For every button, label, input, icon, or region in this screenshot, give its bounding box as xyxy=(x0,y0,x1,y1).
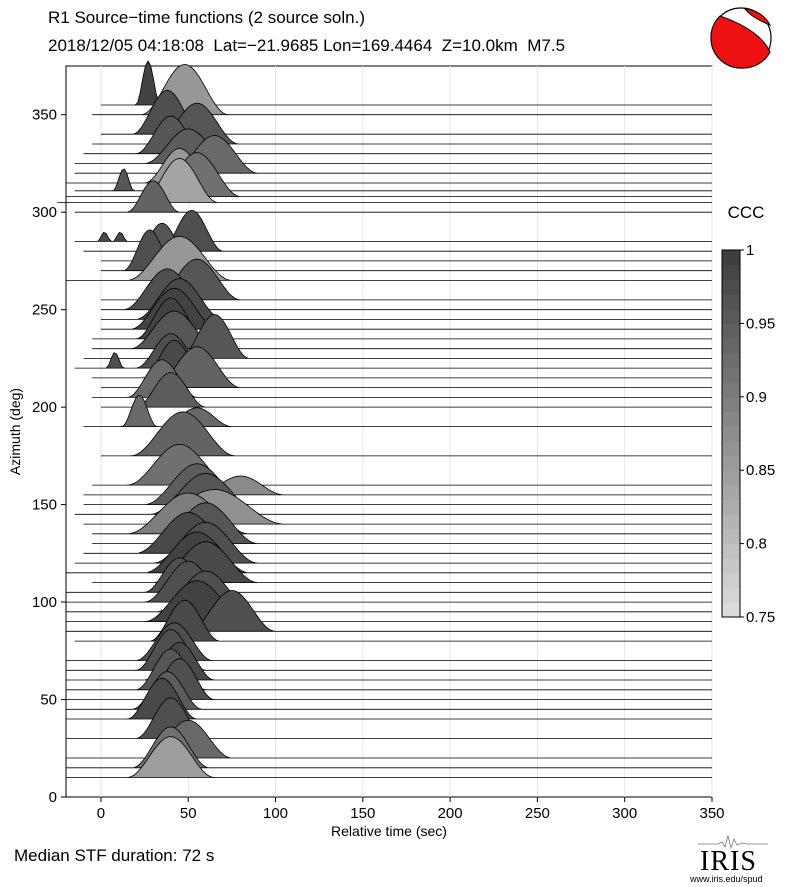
y-tick-label: 50 xyxy=(40,692,57,709)
stf-trace-200 xyxy=(100,372,712,408)
colorbar-band xyxy=(722,338,740,354)
colorbar-band xyxy=(722,352,740,368)
stf-trace-190 xyxy=(83,394,712,427)
median-duration: Median STF duration: 72 s xyxy=(14,846,215,865)
stf-trace-265 xyxy=(66,236,712,281)
x-tick-label: 250 xyxy=(525,805,550,822)
colorbar-band xyxy=(722,323,740,339)
colorbar-band xyxy=(722,250,740,266)
colorbar-band xyxy=(722,528,740,545)
y-tick-label: 100 xyxy=(32,594,57,611)
chart-title: R1 Source−time functions (2 source soln.… xyxy=(48,8,366,27)
stf-trace-50 xyxy=(66,658,712,700)
y-tick-label: 150 xyxy=(32,497,57,514)
stf-trace-80 xyxy=(74,599,712,642)
colorbar-tick-label: 1 xyxy=(746,242,754,259)
colorbar-band xyxy=(722,543,740,559)
colorbar-tick-label: 0.8 xyxy=(746,536,767,553)
colorbar-band xyxy=(722,308,740,324)
x-tick-label: 0 xyxy=(97,805,105,822)
stf-trace-45 xyxy=(66,671,712,710)
y-tick-label: 250 xyxy=(32,302,57,319)
colorbar-band xyxy=(722,470,740,486)
seismogram-icon xyxy=(698,834,768,850)
colorbar-band xyxy=(722,572,740,589)
stf-trace-160 xyxy=(92,443,712,486)
iris-wordmark: IRIS xyxy=(700,846,757,877)
x-axis-label: Relative time (sec) xyxy=(331,823,447,839)
x-tick-label: 50 xyxy=(180,805,197,822)
colorbar-band xyxy=(722,396,740,412)
x-tick-label: 350 xyxy=(699,805,724,822)
colorbar-tick-label: 0.95 xyxy=(746,315,775,332)
colorbar-band xyxy=(722,294,740,310)
colorbar-frame xyxy=(721,249,741,618)
colorbar-tick-label: 0.85 xyxy=(746,462,775,479)
colorbar-band xyxy=(722,499,740,515)
focal-mechanism-icon xyxy=(710,7,772,69)
axes: 0 50 100 150 200 250 300 350 0 50 100 150 200 250 300 3… xyxy=(7,107,725,839)
colorbar-band xyxy=(722,411,740,427)
stf-trace-70 xyxy=(66,622,712,661)
colorbar-band xyxy=(722,279,740,295)
x-tick-label: 300 xyxy=(612,805,637,822)
colorbar-band xyxy=(722,264,740,280)
colorbar-band xyxy=(722,426,740,442)
stf-trace-10 xyxy=(66,736,712,778)
colorbar-band xyxy=(722,455,740,471)
colorbar-band xyxy=(722,367,740,383)
y-tick-label: 350 xyxy=(32,107,57,124)
stf-trace-60 xyxy=(66,641,712,681)
colorbar-band xyxy=(722,558,740,574)
y-axis-label: Azimuth (deg) xyxy=(7,388,23,475)
stf-trace-255 xyxy=(100,258,712,301)
x-tick-label: 100 xyxy=(263,805,288,822)
stf-trace-230 xyxy=(92,310,712,350)
ccc-colorbar: CCC 0.75 0.8 0.85 0.9 0.95 1 xyxy=(721,203,775,626)
stf-trace-55 xyxy=(66,648,712,691)
colorbar-label: CCC xyxy=(728,203,765,222)
stf-trace-175 xyxy=(100,411,712,457)
stf-trace-220 xyxy=(74,333,712,369)
colorbar-tick-label: 0.75 xyxy=(746,609,775,626)
colorbar-band xyxy=(722,602,740,618)
x-tick-label: 150 xyxy=(350,805,375,822)
stf-trace-130 xyxy=(92,502,712,544)
y-tick-label: 300 xyxy=(32,204,57,221)
colorbar-band xyxy=(722,514,740,530)
stf-trace-305 xyxy=(57,158,712,203)
stf-traces xyxy=(57,60,712,778)
iris-logo[interactable]: IRIS www.iris.edu/spud xyxy=(690,830,780,885)
colorbar-tick-label: 0.9 xyxy=(746,389,767,406)
x-tick-label: 200 xyxy=(438,805,463,822)
stf-trace-110 xyxy=(92,541,712,583)
colorbar-band xyxy=(722,440,740,457)
stf-trace-300 xyxy=(74,180,712,213)
stf-trace-280 xyxy=(83,209,712,252)
y-tick-label: 200 xyxy=(32,399,57,416)
colorbar-band xyxy=(722,382,740,398)
colorbar-band xyxy=(722,587,740,603)
y-tick-label: 0 xyxy=(49,789,57,806)
stf-trace-30 xyxy=(66,697,712,739)
stf-trace-210 xyxy=(100,346,712,388)
stf-trace-15 xyxy=(66,726,712,769)
stf-trace-65 xyxy=(66,628,712,671)
stf-trace-350 xyxy=(92,64,712,116)
stf-trace-335 xyxy=(92,102,712,145)
stf-trace-40 xyxy=(66,677,712,720)
event-info: 2018/12/05 04:18:08 Lat=−21.9685 Lon=169… xyxy=(48,36,566,55)
colorbar-band xyxy=(722,484,740,501)
iris-url[interactable]: www.iris.edu/spud xyxy=(690,874,763,884)
